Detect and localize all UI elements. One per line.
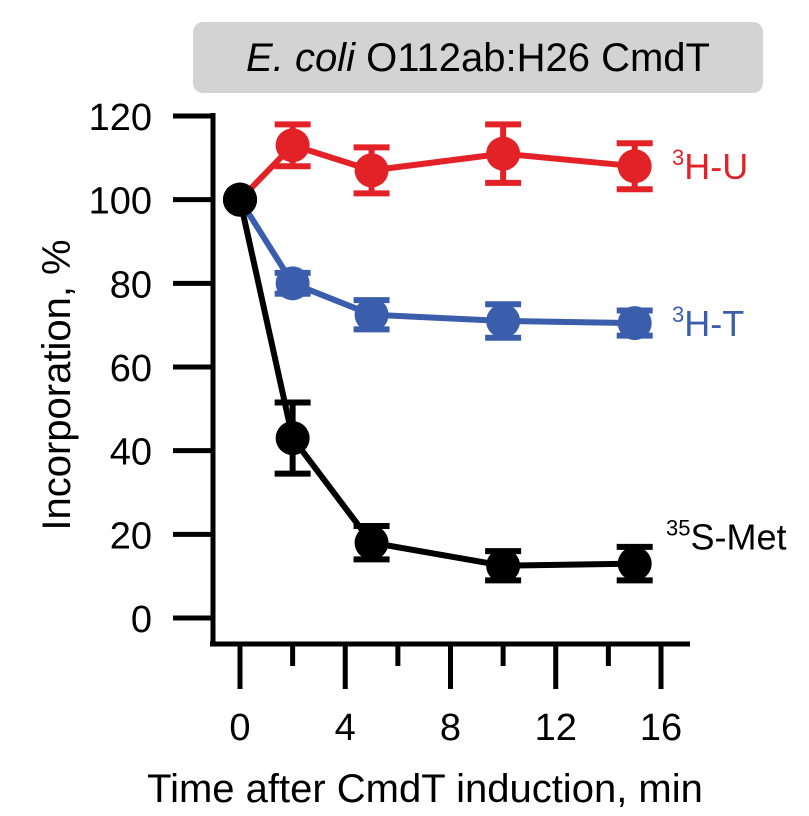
x-tick-label: 8 (440, 707, 461, 749)
series-label: 35S-Met (666, 516, 787, 558)
y-tick-label: 20 (110, 515, 152, 557)
data-point (354, 297, 389, 332)
x-tick-label: 0 (229, 707, 250, 749)
x-tick-label: 4 (335, 707, 356, 749)
x-tick-label: 16 (640, 707, 682, 749)
series-3H-T (223, 182, 653, 341)
series-label-main: H-T (684, 303, 744, 344)
data-point (617, 546, 652, 581)
x-axis-label: Time after CmdT induction, min (147, 767, 703, 811)
series-line (237, 198, 635, 327)
data-point (275, 128, 310, 163)
data-point (617, 306, 652, 341)
series-label-superscript: 3 (672, 302, 684, 327)
y-tick-label: 60 (110, 348, 152, 390)
y-tick-label: 80 (110, 264, 152, 306)
data-point (354, 153, 389, 188)
title-background (193, 22, 763, 93)
chart-title: E. coli O112ab:H26 CmdT (193, 22, 763, 93)
chart-title-text: E. coli O112ab:H26 CmdT (246, 36, 710, 80)
data-point (486, 303, 521, 338)
series-label-main: S-Met (690, 517, 786, 558)
chart-title-rest: O112ab:H26 CmdT (355, 36, 710, 80)
series-label-superscript: 35 (666, 516, 690, 541)
x-tick-label: 12 (535, 707, 577, 749)
y-axis-label: Incorporation, % (35, 239, 79, 530)
series-label-superscript: 3 (672, 145, 684, 170)
series-3H-U (223, 121, 653, 217)
series-label-main: H-U (684, 146, 748, 187)
y-ticks: 0 20 40 60 80 100 120 (89, 97, 213, 641)
y-tick-label: 0 (131, 599, 152, 641)
x-ticks: 0 4 8 12 16 (229, 644, 682, 749)
series-label: 3H-T (672, 302, 744, 344)
data-point (486, 548, 521, 583)
series-layer (223, 121, 653, 584)
y-tick-label: 40 (110, 432, 152, 474)
data-point (275, 421, 310, 456)
data-point (354, 525, 389, 560)
y-tick-label: 120 (89, 97, 152, 139)
series-label: 3H-U (672, 145, 748, 187)
series-35S-Met (223, 182, 653, 584)
chart-title-italic: E. coli (246, 36, 356, 80)
series-line (237, 199, 635, 569)
y-tick-label: 100 (89, 181, 152, 223)
data-point (617, 149, 652, 184)
data-point (223, 182, 257, 217)
data-point (486, 136, 521, 171)
data-point (275, 266, 310, 301)
